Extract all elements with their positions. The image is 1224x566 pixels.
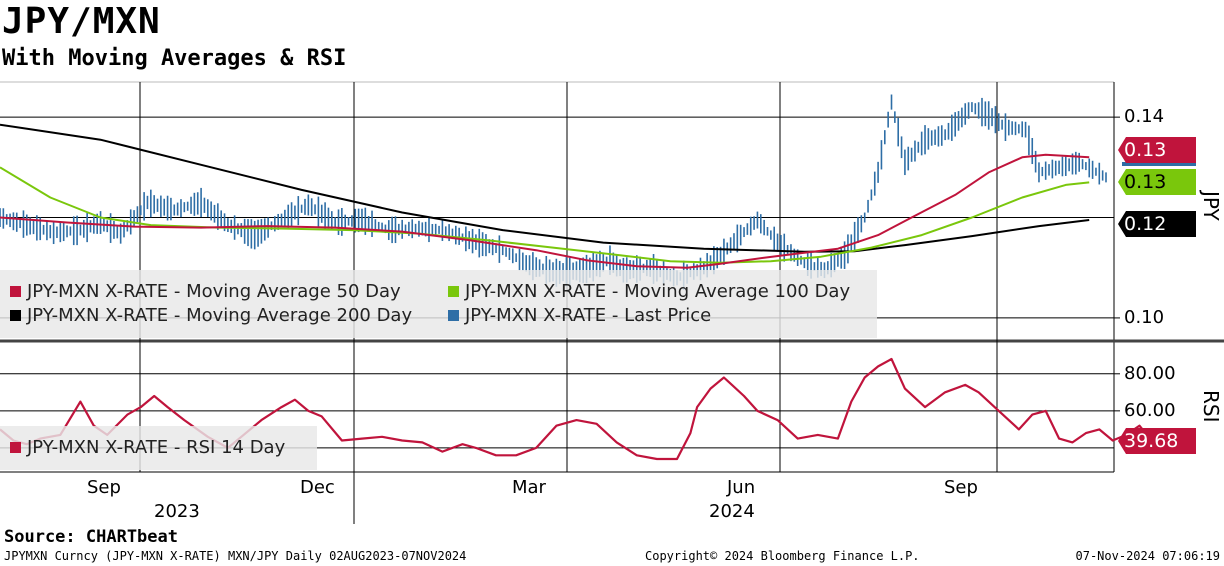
ma200-line [0, 123, 1090, 253]
ma50-last-value-tag: 0.13 [1118, 137, 1196, 163]
rsi-tick-label: 60.00 [1124, 399, 1176, 421]
legend-item-ma100: JPY-MXN X-RATE - Moving Average 100 Day [448, 281, 850, 303]
price-tick-label: 0.10 [1124, 306, 1165, 328]
rsi-legend: JPY-MXN X-RATE - RSI 14 Day [0, 426, 317, 470]
rsi-axis-unit: RSI [1199, 390, 1223, 423]
x-month-label: Jun [727, 477, 756, 498]
rsi-tick-label: 80.00 [1124, 362, 1176, 384]
x-month-label: Mar [512, 477, 546, 498]
legend-label: JPY-MXN X-RATE - Moving Average 100 Day [465, 281, 851, 302]
x-month-label: Dec [300, 477, 335, 498]
ma50-line [0, 153, 1090, 269]
price-legend: JPY-MXN X-RATE - Moving Average 50 Day JP… [0, 270, 877, 338]
x-year-label: 2023 [154, 501, 200, 522]
rsi-line [0, 357, 1154, 461]
legend-item-price: JPY-MXN X-RATE - Last Price [448, 305, 711, 327]
chart-subtitle: With Moving Averages & RSI [2, 46, 347, 71]
legend-swatch [448, 286, 459, 297]
x-month-label: Sep [87, 477, 121, 498]
x-year-label: 2024 [709, 501, 755, 522]
legend-item-ma50: JPY-MXN X-RATE - Moving Average 50 Day [10, 281, 401, 303]
legend-swatch [10, 310, 21, 321]
legend-label: JPY-MXN X-RATE - Last Price [465, 305, 712, 326]
chart-title: JPY/MXN [2, 1, 161, 42]
ma200-last-value-tag: 0.12 [1118, 211, 1196, 237]
price-last-marker [1122, 162, 1196, 166]
legend-label: JPY-MXN X-RATE - RSI 14 Day [27, 437, 286, 458]
x-month-label: Sep [944, 477, 978, 498]
ma100-line [0, 166, 1090, 264]
ma100-last-value-tag: 0.13 [1118, 169, 1196, 195]
price-axis-unit: JPY [1199, 191, 1223, 221]
legend-label: JPY-MXN X-RATE - Moving Average 50 Day [27, 281, 401, 302]
source-label: Source: CHARTbeat [4, 527, 178, 547]
footer-security-info: JPYMXN Curncy (JPY-MXN X-RATE) MXN/JPY D… [4, 549, 467, 563]
legend-item-ma200: JPY-MXN X-RATE - Moving Average 200 Day [10, 305, 412, 327]
legend-swatch [10, 286, 21, 297]
legend-swatch [448, 310, 459, 321]
legend-label: JPY-MXN X-RATE - Moving Average 200 Day [27, 305, 413, 326]
rsi-last-value-tag: 39.68 [1118, 428, 1196, 454]
price-tick-label: 0.14 [1124, 106, 1165, 128]
legend-item-rsi: JPY-MXN X-RATE - RSI 14 Day [10, 437, 285, 459]
footer-copyright: Copyright© 2024 Bloomberg Finance L.P. [645, 549, 920, 563]
legend-swatch [10, 442, 21, 453]
footer-timestamp: 07-Nov-2024 07:06:19 [1075, 549, 1221, 563]
